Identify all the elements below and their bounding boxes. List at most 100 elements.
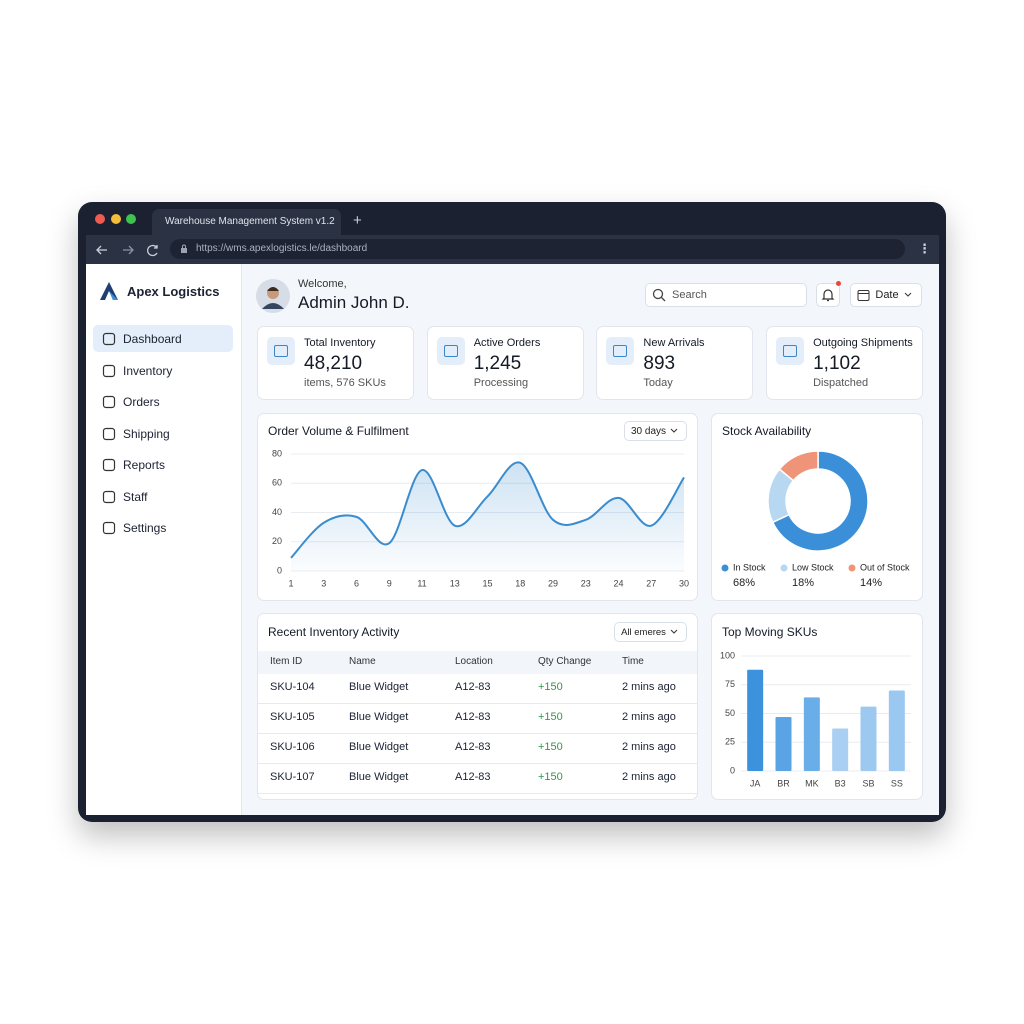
- cell: +150: [538, 681, 563, 693]
- x-tick-label: 23: [581, 578, 591, 588]
- minimize-dot[interactable]: [111, 214, 121, 224]
- new-tab[interactable]: +: [353, 212, 362, 229]
- cell: Blue Widget: [349, 681, 409, 693]
- legend-label: Low Stock: [792, 562, 834, 572]
- nav-active-bg: [93, 325, 233, 352]
- nav-item[interactable]: Staff: [123, 489, 148, 504]
- kpi-note: items, 576 SKUs: [304, 377, 386, 389]
- legend-label: In Stock: [733, 562, 766, 572]
- date-label: Date: [875, 289, 899, 301]
- notification-dot: [836, 281, 841, 286]
- area: [291, 462, 684, 571]
- cell: A12-83: [455, 681, 491, 693]
- nav-item[interactable]: Dashboard: [123, 332, 182, 346]
- x-tick-label: 1: [288, 578, 293, 588]
- nav-icon: [102, 427, 116, 440]
- kpi-icon: [267, 337, 295, 365]
- x-tick-label: B3: [835, 778, 846, 788]
- kpi-value: 1,245: [473, 353, 522, 374]
- x-tick-label: SS: [891, 778, 903, 788]
- row-divider: [258, 763, 697, 764]
- x-tick-label: 29: [548, 578, 558, 588]
- nav-item[interactable]: Orders: [123, 395, 160, 409]
- column-header: Name: [349, 656, 376, 667]
- cell: A12-83: [455, 771, 491, 783]
- y-tick-label: 75: [725, 679, 735, 689]
- icon-shape: [102, 458, 116, 472]
- cell: SKU-104: [270, 681, 315, 693]
- avatar[interactable]: [256, 279, 290, 313]
- filter-label: All emeres: [621, 626, 666, 638]
- kpi-icon-glyph: [274, 345, 288, 357]
- cell: 2 mins ago: [622, 741, 676, 753]
- icon-shape: [102, 332, 116, 346]
- chevron: [904, 292, 911, 297]
- nav-icon: [102, 490, 116, 503]
- value-label: 14%: [860, 577, 882, 589]
- y-tick-label: 50: [725, 708, 735, 718]
- x-tick-label: SB: [862, 778, 874, 788]
- menu-dots[interactable]: ⋮: [918, 241, 931, 256]
- bar: [775, 716, 792, 771]
- bell-icon: [821, 289, 835, 302]
- nav-icon: [102, 332, 116, 346]
- x-tick-label: 13: [450, 578, 460, 588]
- brand-logo: [100, 282, 118, 300]
- lock-icon: [181, 244, 187, 253]
- sidebar: [86, 264, 242, 815]
- x-tick-label: 30: [679, 578, 689, 588]
- date-button[interactable]: Date: [850, 283, 922, 307]
- activity-card: [257, 613, 698, 800]
- chart-title: Stock Availability: [722, 424, 812, 438]
- cell: SKU-106: [270, 741, 315, 753]
- cell: Blue Widget: [349, 711, 409, 723]
- row-divider: [258, 703, 697, 704]
- cell: SKU-105: [270, 711, 315, 723]
- kpi-icon-glyph: [613, 345, 628, 357]
- kpi-value: 1,102: [813, 353, 861, 374]
- legend-swatch: [780, 564, 788, 572]
- cell: A12-83: [455, 711, 491, 723]
- nav-icon: [102, 458, 116, 472]
- range-button[interactable]: 30 days: [624, 421, 687, 441]
- x-tick-label: 6: [354, 578, 359, 588]
- icon-shape: [102, 427, 116, 440]
- url-bar[interactable]: [170, 239, 905, 259]
- x-tick-label: 11: [417, 578, 426, 588]
- cell: +150: [538, 771, 563, 783]
- stock-card: [711, 413, 923, 601]
- x-tick-label: MK: [805, 778, 819, 788]
- x-tick-label: JA: [750, 778, 761, 788]
- column-header: Item ID: [270, 656, 303, 667]
- nav-item[interactable]: Shipping: [123, 426, 170, 441]
- nav-buttons[interactable]: [92, 240, 164, 260]
- search-box[interactable]: Search: [645, 283, 807, 307]
- close-dot[interactable]: [95, 214, 105, 224]
- x-tick-label: BR: [777, 778, 790, 788]
- y-tick-label: 20: [272, 536, 282, 546]
- nav-item[interactable]: Settings: [123, 521, 167, 535]
- tab-title: Warehouse Management System v1.2: [165, 216, 335, 227]
- cell: 2 mins ago: [622, 771, 676, 783]
- nav-item[interactable]: Inventory: [123, 363, 173, 378]
- chart-title: Order Volume & Fulfilment: [268, 424, 409, 438]
- notifications[interactable]: [816, 283, 840, 307]
- y-tick-label: 25: [725, 737, 735, 747]
- cell: Blue Widget: [349, 741, 409, 753]
- kpi-icon-glyph: [783, 345, 798, 357]
- kpi-icon-glyph: [443, 345, 458, 357]
- row-divider: [258, 733, 697, 734]
- cell: 2 mins ago: [622, 711, 676, 723]
- cell: Blue Widget: [349, 771, 409, 783]
- x-tick-label: 3: [321, 578, 326, 588]
- filter-button[interactable]: All emeres: [614, 622, 687, 642]
- kpi-note: Dispatched: [813, 377, 869, 389]
- kpi-note: Processing: [473, 377, 529, 389]
- range-label: 30 days: [630, 425, 667, 437]
- x-tick-label: 24: [613, 578, 623, 588]
- y-tick-label: 0: [730, 765, 735, 775]
- browser-tab[interactable]: [152, 209, 341, 236]
- maximize-dot[interactable]: [126, 214, 136, 224]
- column-header: Time: [622, 656, 644, 667]
- nav-item[interactable]: Reports: [123, 458, 166, 472]
